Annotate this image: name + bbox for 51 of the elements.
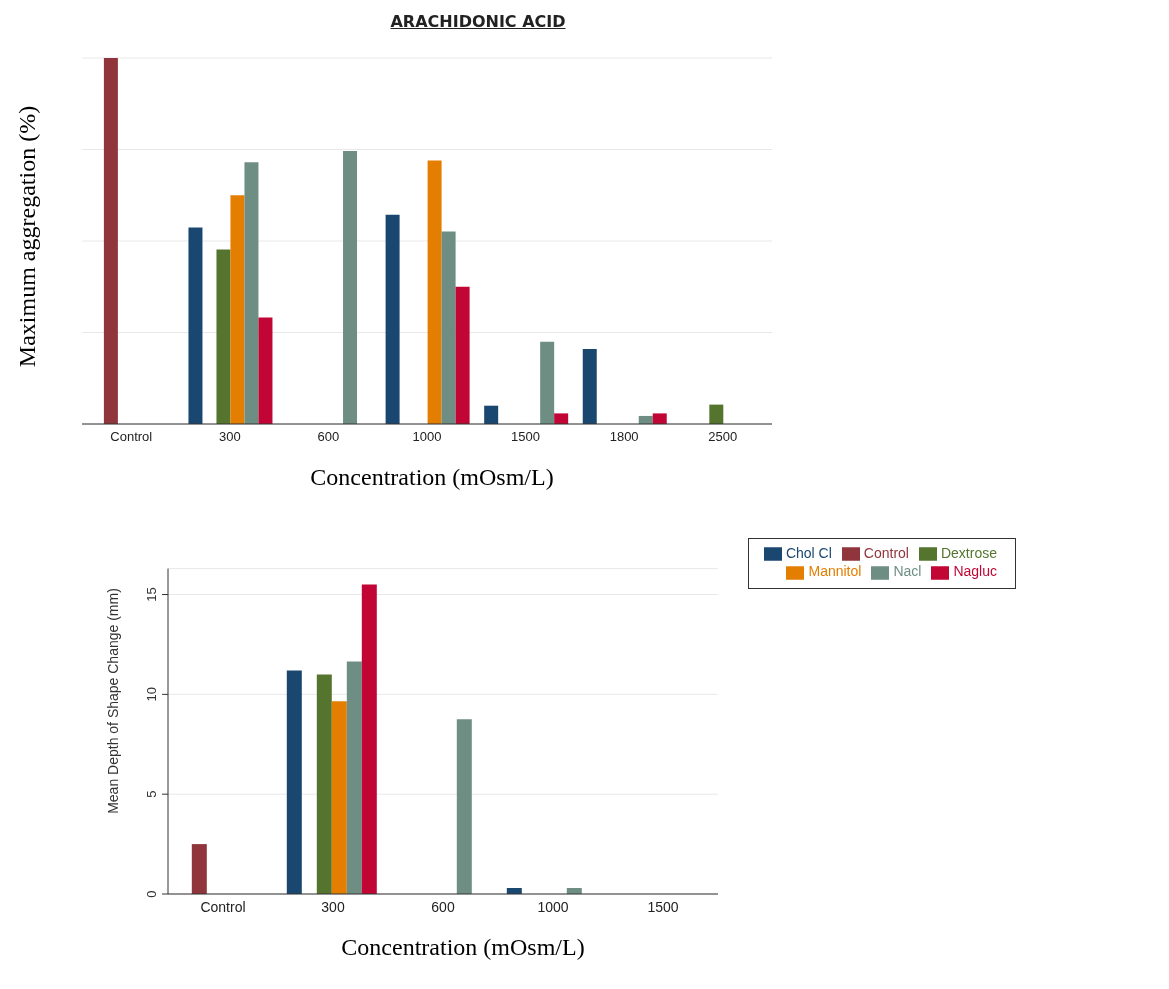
legend-label: Control bbox=[863, 545, 909, 561]
x-tick-label: 1800 bbox=[609, 429, 639, 445]
x-tick-label: 300 bbox=[219, 429, 241, 445]
bar bbox=[582, 348, 597, 424]
bar bbox=[244, 162, 259, 424]
legend-label: Nacl bbox=[893, 563, 922, 580]
bar bbox=[652, 413, 667, 424]
bar bbox=[258, 317, 273, 424]
chart-title: ARACHIDONIC ACID bbox=[389, 12, 567, 31]
bar bbox=[540, 341, 555, 424]
bar bbox=[361, 584, 377, 894]
bar bbox=[216, 249, 231, 424]
x-tick-label: 1000 bbox=[537, 898, 569, 915]
bar bbox=[455, 286, 470, 424]
bar bbox=[709, 404, 724, 424]
x-axis-title: Concentration (mOsm/L) bbox=[340, 934, 586, 961]
legend-label: Chol Cl bbox=[785, 545, 832, 561]
x-tick-label: Control bbox=[200, 898, 246, 915]
y-axis-title: Mean Depth of Shape Change (mm) bbox=[105, 588, 121, 814]
x-tick-label: 600 bbox=[431, 898, 455, 915]
y-tick-label: 10 bbox=[144, 687, 159, 702]
x-tick-label: 600 bbox=[317, 429, 340, 445]
bar bbox=[286, 670, 302, 894]
bar bbox=[346, 661, 362, 894]
bar bbox=[484, 405, 499, 424]
bar bbox=[343, 150, 358, 424]
bar bbox=[554, 413, 569, 424]
bar bbox=[188, 227, 203, 424]
bar bbox=[427, 160, 442, 424]
x-tick-label: 1500 bbox=[647, 898, 679, 915]
y-tick-label: 5 bbox=[144, 790, 159, 798]
bar bbox=[191, 844, 207, 894]
legend-label: Mannitol bbox=[808, 563, 862, 580]
x-tick-label: Control bbox=[110, 429, 153, 445]
y-tick-label: 15 bbox=[144, 587, 159, 602]
bar bbox=[230, 195, 245, 424]
y-tick-label: 0 bbox=[144, 890, 159, 898]
bar bbox=[385, 214, 400, 424]
x-tick-label: 1500 bbox=[511, 429, 541, 445]
x-tick-label: 2500 bbox=[708, 429, 738, 445]
y-axis-title: Maximum aggregation (%) bbox=[14, 105, 42, 367]
legend-label: Nagluc bbox=[953, 563, 997, 580]
x-axis-title: Concentration (mOsm/L) bbox=[309, 464, 555, 491]
legend-label: Dextrose bbox=[940, 545, 997, 561]
bar bbox=[316, 674, 332, 894]
bar bbox=[331, 701, 347, 894]
x-tick-label: 300 bbox=[321, 898, 345, 915]
bar bbox=[456, 719, 472, 894]
bar bbox=[441, 231, 456, 424]
bar bbox=[103, 58, 118, 424]
x-tick-label: 1000 bbox=[412, 429, 442, 445]
